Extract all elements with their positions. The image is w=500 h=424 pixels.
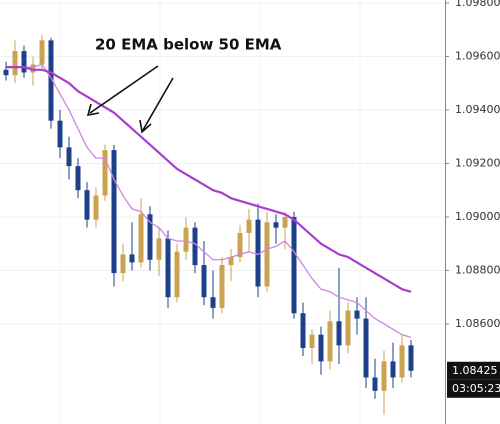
candle-body — [264, 222, 270, 287]
candle-body — [75, 166, 81, 191]
y-tick-label: 1.09200 — [455, 156, 500, 169]
candle-body — [147, 214, 153, 260]
candle-body — [138, 214, 144, 263]
candle-body — [255, 219, 261, 287]
candle-body — [210, 297, 216, 308]
candle-body — [228, 257, 234, 266]
candle-body — [192, 227, 198, 266]
ema-line — [6, 63, 412, 338]
candle-body — [291, 216, 297, 314]
candle-body — [66, 147, 72, 167]
y-tick-label: 1.09600 — [455, 49, 500, 62]
candle-body — [111, 150, 117, 274]
candle-body — [39, 40, 45, 65]
candle-body — [309, 334, 315, 349]
candle-body — [102, 150, 108, 196]
candle-body — [57, 120, 63, 148]
ema-line — [6, 66, 412, 293]
y-tick-label: 1.09800 — [455, 0, 500, 9]
candle-body — [174, 251, 180, 298]
candle-body — [93, 195, 99, 220]
candle-body — [129, 254, 135, 263]
timer-label: 03:05:23 — [452, 382, 500, 395]
candle-body — [84, 190, 90, 220]
candle-body — [363, 318, 369, 378]
candle-body — [399, 345, 405, 378]
y-tick-label: 1.08800 — [455, 263, 500, 276]
y-tick-label: 1.08600 — [455, 317, 500, 330]
candle-body — [282, 216, 288, 228]
candle-body — [21, 51, 27, 73]
price-tag — [447, 361, 500, 380]
y-tick-label: 1.09000 — [455, 210, 500, 223]
candle-body — [30, 64, 36, 73]
candle-body — [246, 219, 252, 233]
candle-body — [12, 51, 18, 76]
candle-body — [318, 334, 324, 362]
candle-body — [48, 40, 54, 121]
candle-body — [381, 361, 387, 391]
candle-body — [156, 238, 162, 260]
candle-body — [201, 265, 207, 298]
candle-body — [354, 310, 360, 319]
y-tick-label: 1.09400 — [455, 103, 500, 116]
candle-body — [165, 238, 171, 298]
candle-body — [273, 222, 279, 228]
annotation: 20 EMA below 50 EMA — [95, 36, 282, 54]
candle-body — [327, 321, 333, 362]
candle-body — [372, 377, 378, 391]
candle-body — [408, 345, 414, 371]
candle-body — [3, 69, 9, 76]
candle-body — [219, 265, 225, 308]
candle-body — [120, 254, 126, 274]
timer-tag — [447, 379, 500, 398]
candle-body — [300, 313, 306, 349]
candle-body — [390, 361, 396, 378]
candle-body — [345, 310, 351, 346]
candle-body — [237, 232, 243, 258]
candle-body — [336, 321, 342, 346]
candle-body — [183, 227, 189, 252]
price-label: 1.08425 — [452, 364, 498, 377]
annotation-arrows — [86, 65, 174, 134]
